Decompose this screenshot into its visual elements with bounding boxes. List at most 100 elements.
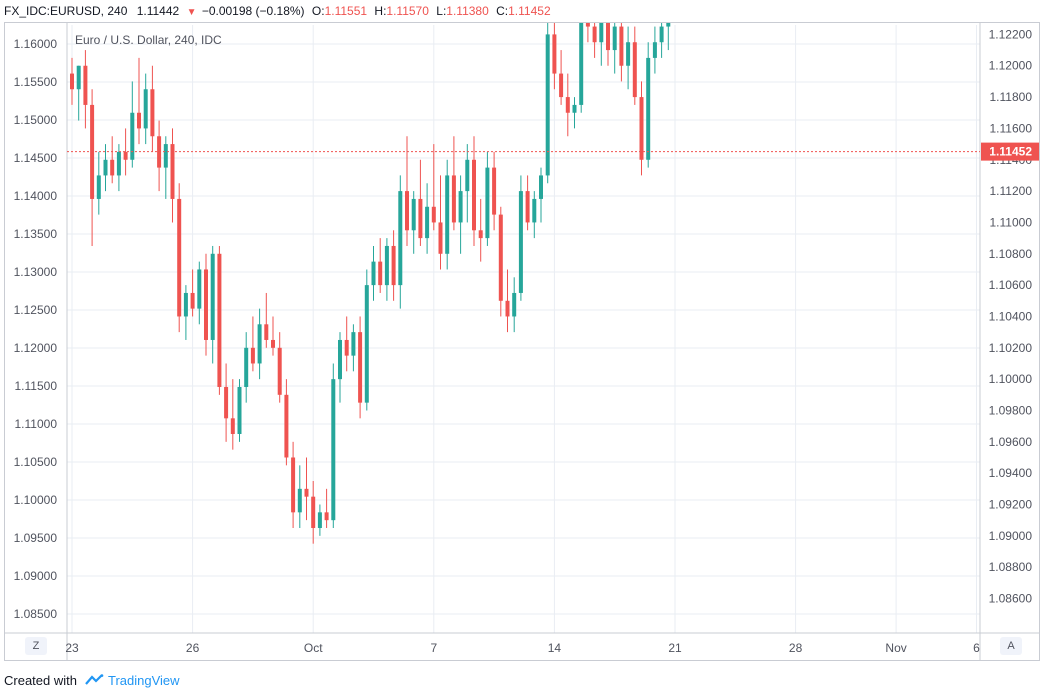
tradingview-logo-icon[interactable] <box>84 671 105 693</box>
candle <box>525 175 530 231</box>
left-axis-tick-label: 1.15000 <box>14 113 58 127</box>
candle <box>90 89 95 246</box>
right-axis-tick-label: 1.10000 <box>989 372 1033 386</box>
left-axis-tick-label: 1.10500 <box>14 455 58 469</box>
candle <box>492 151 497 231</box>
candle-body <box>311 496 316 529</box>
candle <box>405 136 409 246</box>
candle <box>338 332 342 403</box>
candle <box>271 316 275 356</box>
candle-body <box>291 457 296 513</box>
close-label: C: <box>496 4 509 18</box>
candle <box>257 308 262 380</box>
candle <box>358 316 363 419</box>
right-axis-tick-label: 1.09000 <box>989 529 1033 543</box>
right-axis-tick-label: 1.11000 <box>990 215 1033 229</box>
candle-body <box>438 222 443 254</box>
candle-body <box>264 324 269 340</box>
left-axis-tick-label: 1.13500 <box>14 227 58 241</box>
candle <box>411 191 416 254</box>
candle <box>646 42 651 168</box>
candle-body <box>244 347 249 387</box>
candle-body <box>130 112 135 160</box>
high-label: H: <box>374 4 387 18</box>
candle-body <box>371 261 376 286</box>
symbol-name[interactable]: FX_IDC:EURUSD, 240 <box>4 4 128 18</box>
down-triangle-icon: ▼ <box>186 7 197 18</box>
candle-body <box>639 97 644 160</box>
candle-body <box>297 488 302 513</box>
candle-body <box>565 97 570 113</box>
candle <box>116 144 121 192</box>
right-axis-tick-label: 1.09400 <box>989 466 1033 480</box>
candle-body <box>143 89 148 129</box>
candle-body <box>472 159 476 231</box>
scale-left-button[interactable]: Z <box>25 637 47 655</box>
candle <box>539 167 543 223</box>
left-axis-tick-label: 1.12500 <box>14 303 58 317</box>
candle <box>277 332 282 403</box>
candle <box>599 23 604 66</box>
footer: Created with TradingView <box>0 670 180 692</box>
candle <box>458 175 463 254</box>
candle <box>130 81 135 168</box>
candle <box>639 81 644 176</box>
left-axis-tick-label: 1.16000 <box>14 37 58 51</box>
candle-body <box>384 245 389 286</box>
candle-body <box>103 159 108 176</box>
created-with-text: Created with <box>4 673 77 688</box>
x-axis-tick-label: 7 <box>430 641 437 655</box>
right-axis-tick-label: 1.11800 <box>990 90 1033 104</box>
candle <box>612 23 617 74</box>
candle <box>431 144 436 231</box>
right-axis-tick-label: 1.10600 <box>989 278 1033 292</box>
low-label: L: <box>436 4 447 18</box>
candle-body <box>525 191 530 223</box>
candle <box>606 23 610 66</box>
x-axis-tick-label: 6 <box>973 641 980 655</box>
candle <box>217 245 222 395</box>
candle <box>137 57 141 145</box>
candlestick-chart[interactable]: 1.16000 1.15500 1.15000 1.14500 1.14000 1.135… <box>5 23 1039 660</box>
high-value: 1.11570 <box>386 4 429 18</box>
open-value: 1.11551 <box>324 4 368 18</box>
candle-body <box>545 34 550 176</box>
candle-body <box>458 191 463 223</box>
x-axis-tick-label: 26 <box>186 641 200 655</box>
candle <box>143 73 148 145</box>
candle-body <box>317 512 322 529</box>
candle <box>619 23 624 82</box>
right-axis-tick-label: 1.09600 <box>989 435 1033 449</box>
left-axis-tick-label: 1.11500 <box>15 379 58 393</box>
auto-scale-button[interactable]: A <box>1000 637 1022 655</box>
candle <box>224 363 229 442</box>
candle-body <box>498 214 503 301</box>
right-axis-tick-label: 1.08800 <box>989 560 1033 574</box>
open-label: O: <box>311 4 325 18</box>
candle-body <box>76 65 81 90</box>
left-axis-tick-label: 1.12000 <box>14 341 58 355</box>
candle-body <box>271 339 275 348</box>
x-axis-tick-label: 21 <box>668 641 682 655</box>
candle <box>210 245 215 364</box>
candle <box>545 23 550 184</box>
candle-body <box>197 269 202 309</box>
candle-body <box>666 23 671 27</box>
left-axis-tick-label: 1.14500 <box>14 151 58 165</box>
candle <box>559 50 564 105</box>
candle-body <box>652 42 657 58</box>
chart-frame[interactable]: 1.16000 1.15500 1.15000 1.14500 1.14000 1.135… <box>4 22 1040 661</box>
candle <box>103 144 108 192</box>
candle <box>532 191 537 239</box>
tradingview-brand[interactable]: TradingView <box>108 673 180 688</box>
right-axis-tick-label: 1.09800 <box>989 403 1033 417</box>
candle-body <box>338 339 342 380</box>
candle <box>291 441 296 529</box>
candle-body <box>445 175 450 254</box>
candle <box>659 23 664 58</box>
candle-body <box>177 198 182 317</box>
candle-body <box>425 206 430 239</box>
candle <box>425 183 430 254</box>
close-value: 1.11452 <box>508 4 551 18</box>
low-value: 1.11380 <box>446 4 489 18</box>
